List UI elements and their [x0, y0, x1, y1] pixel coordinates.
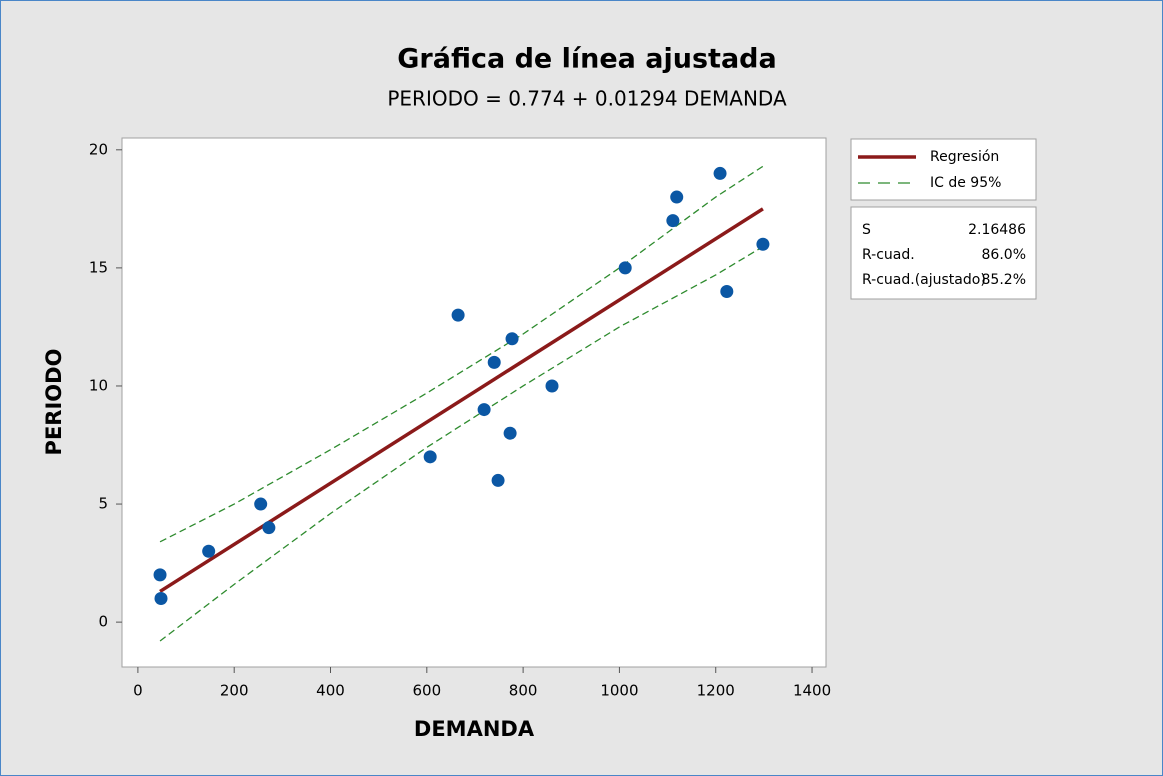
data-point [254, 497, 268, 511]
data-point [503, 426, 517, 440]
x-tick-label: 800 [509, 682, 538, 700]
legend [850, 138, 1037, 201]
stat-value: 2.16486 [968, 222, 1026, 238]
y-tick-label: 15 [89, 258, 108, 276]
data-point [487, 355, 501, 369]
x-tick-label: 0 [133, 682, 143, 700]
data-point [154, 592, 168, 606]
legend-label: Regresión [930, 149, 999, 165]
data-point [491, 473, 505, 487]
data-point [545, 379, 559, 393]
chart-subtitle: PERIODO = 0.774 + 0.01294 DEMANDA [387, 87, 787, 111]
data-point [477, 403, 491, 417]
x-axis-label: DEMANDA [414, 717, 535, 741]
x-tick-label: 1000 [600, 682, 638, 700]
plot-area [121, 137, 827, 668]
chart-title: Gráfica de línea ajustada [397, 44, 776, 75]
data-point [666, 214, 680, 228]
data-point [756, 237, 770, 251]
y-tick-label: 10 [89, 376, 108, 394]
legend-label: IC de 95% [930, 175, 1001, 191]
x-tick-label: 200 [220, 682, 249, 700]
y-tick-label: 20 [89, 140, 108, 158]
y-tick-label: 0 [98, 613, 108, 631]
y-axis-label: PERIODO [42, 349, 66, 456]
data-point [713, 166, 727, 180]
data-point [505, 332, 519, 346]
stat-label: R-cuad.(ajustado) [862, 272, 986, 288]
fit-line [159, 165, 764, 543]
data-point [202, 544, 216, 558]
stat-label: S [862, 222, 871, 238]
x-tick-label: 1400 [793, 682, 831, 700]
ci-lower-line [159, 246, 764, 642]
data-point [262, 521, 276, 535]
x-tick-label: 1200 [697, 682, 735, 700]
fit-line [159, 207, 764, 593]
data-point [720, 285, 734, 299]
x-tick-label: 600 [412, 682, 441, 700]
stats-box [850, 206, 1037, 300]
data-point [153, 568, 167, 582]
data-point [670, 190, 684, 204]
data-point [423, 450, 437, 464]
data-point [618, 261, 632, 275]
x-tick-label: 400 [316, 682, 345, 700]
y-tick-label: 5 [98, 495, 108, 513]
data-point [451, 308, 465, 322]
stat-value: 86.0% [982, 247, 1026, 263]
stat-label: R-cuad. [862, 247, 915, 263]
stat-value: 85.2% [982, 272, 1026, 288]
